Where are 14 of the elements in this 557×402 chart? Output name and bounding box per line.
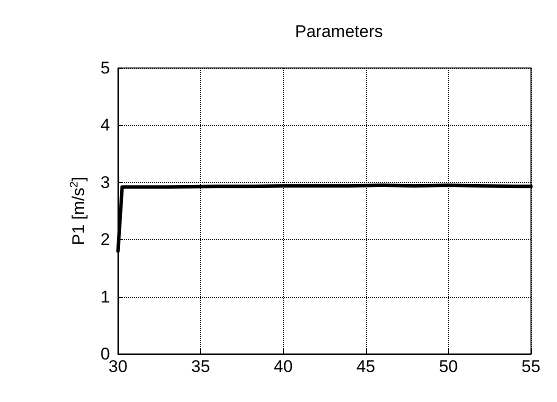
y-tick-label: 3 [100,172,110,192]
x-tick-label: 55 [522,357,540,376]
y-tick-label: 1 [100,287,110,306]
x-tick-label: 45 [356,357,376,376]
y-tick-label: 0 [100,344,110,364]
y-axis-title: P1 [m/s2] [68,176,88,246]
x-tick-label: 40 [274,357,293,376]
x-tick-label: 50 [438,357,458,376]
y-tick-label: 5 [100,58,110,78]
y-tick-label: 4 [100,116,110,135]
x-tick-label: 35 [191,357,210,376]
chart-title: Parameters [295,22,383,41]
x-tick-label: 30 [108,357,128,376]
y-tick-label: 2 [100,230,110,250]
